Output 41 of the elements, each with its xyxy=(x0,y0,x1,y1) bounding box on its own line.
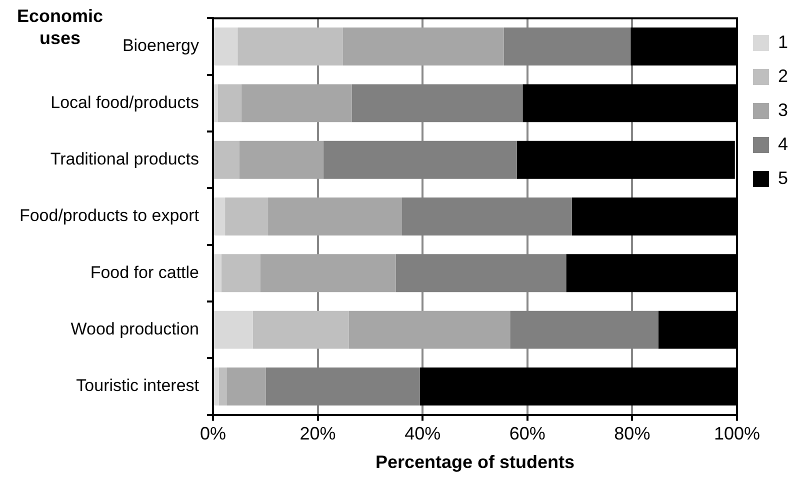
bar xyxy=(241,84,352,122)
bar xyxy=(214,198,226,236)
bar xyxy=(239,140,324,179)
bar xyxy=(214,28,238,66)
bar xyxy=(214,140,240,179)
y-axis-title: Economic uses xyxy=(16,6,104,48)
x-tick-label: 40% xyxy=(404,424,441,444)
y-tick-label: Bioenergy xyxy=(122,36,200,56)
y-tick-label: Food/products to export xyxy=(19,206,200,226)
bar xyxy=(214,310,253,349)
bar xyxy=(221,254,260,292)
y-tick-label: Food for cattle xyxy=(90,262,199,282)
bar xyxy=(214,84,218,122)
bar xyxy=(214,367,219,406)
legend-label: 4 xyxy=(778,134,788,154)
legend-label: 3 xyxy=(778,100,788,120)
x-tick-label: 80% xyxy=(614,424,650,444)
y-tick-label: Traditional products xyxy=(50,150,199,169)
bar xyxy=(218,84,242,122)
bar xyxy=(516,140,735,179)
bar xyxy=(214,254,222,292)
x-tick-label: 100% xyxy=(714,424,760,444)
bar xyxy=(238,28,343,66)
x-tick-label: 60% xyxy=(509,424,546,444)
legend-label: 5 xyxy=(778,168,788,188)
x-tick-label: 0% xyxy=(200,424,226,444)
bar xyxy=(225,198,268,236)
x-tick-label: 20% xyxy=(300,424,336,444)
legend-label: 1 xyxy=(778,32,788,52)
bar xyxy=(260,254,396,292)
y-tick-label: Local food/products xyxy=(50,92,199,112)
bar xyxy=(268,198,402,236)
legend-label: 2 xyxy=(778,66,788,86)
y-tick-label: Wood production xyxy=(70,320,199,338)
x-axis-title: Percentage of students xyxy=(375,452,575,472)
bar xyxy=(348,310,510,349)
bar xyxy=(342,28,504,66)
bar xyxy=(226,367,266,406)
y-tick-label: Touristic interest xyxy=(76,376,200,396)
bar xyxy=(218,367,227,406)
bar xyxy=(252,310,349,349)
